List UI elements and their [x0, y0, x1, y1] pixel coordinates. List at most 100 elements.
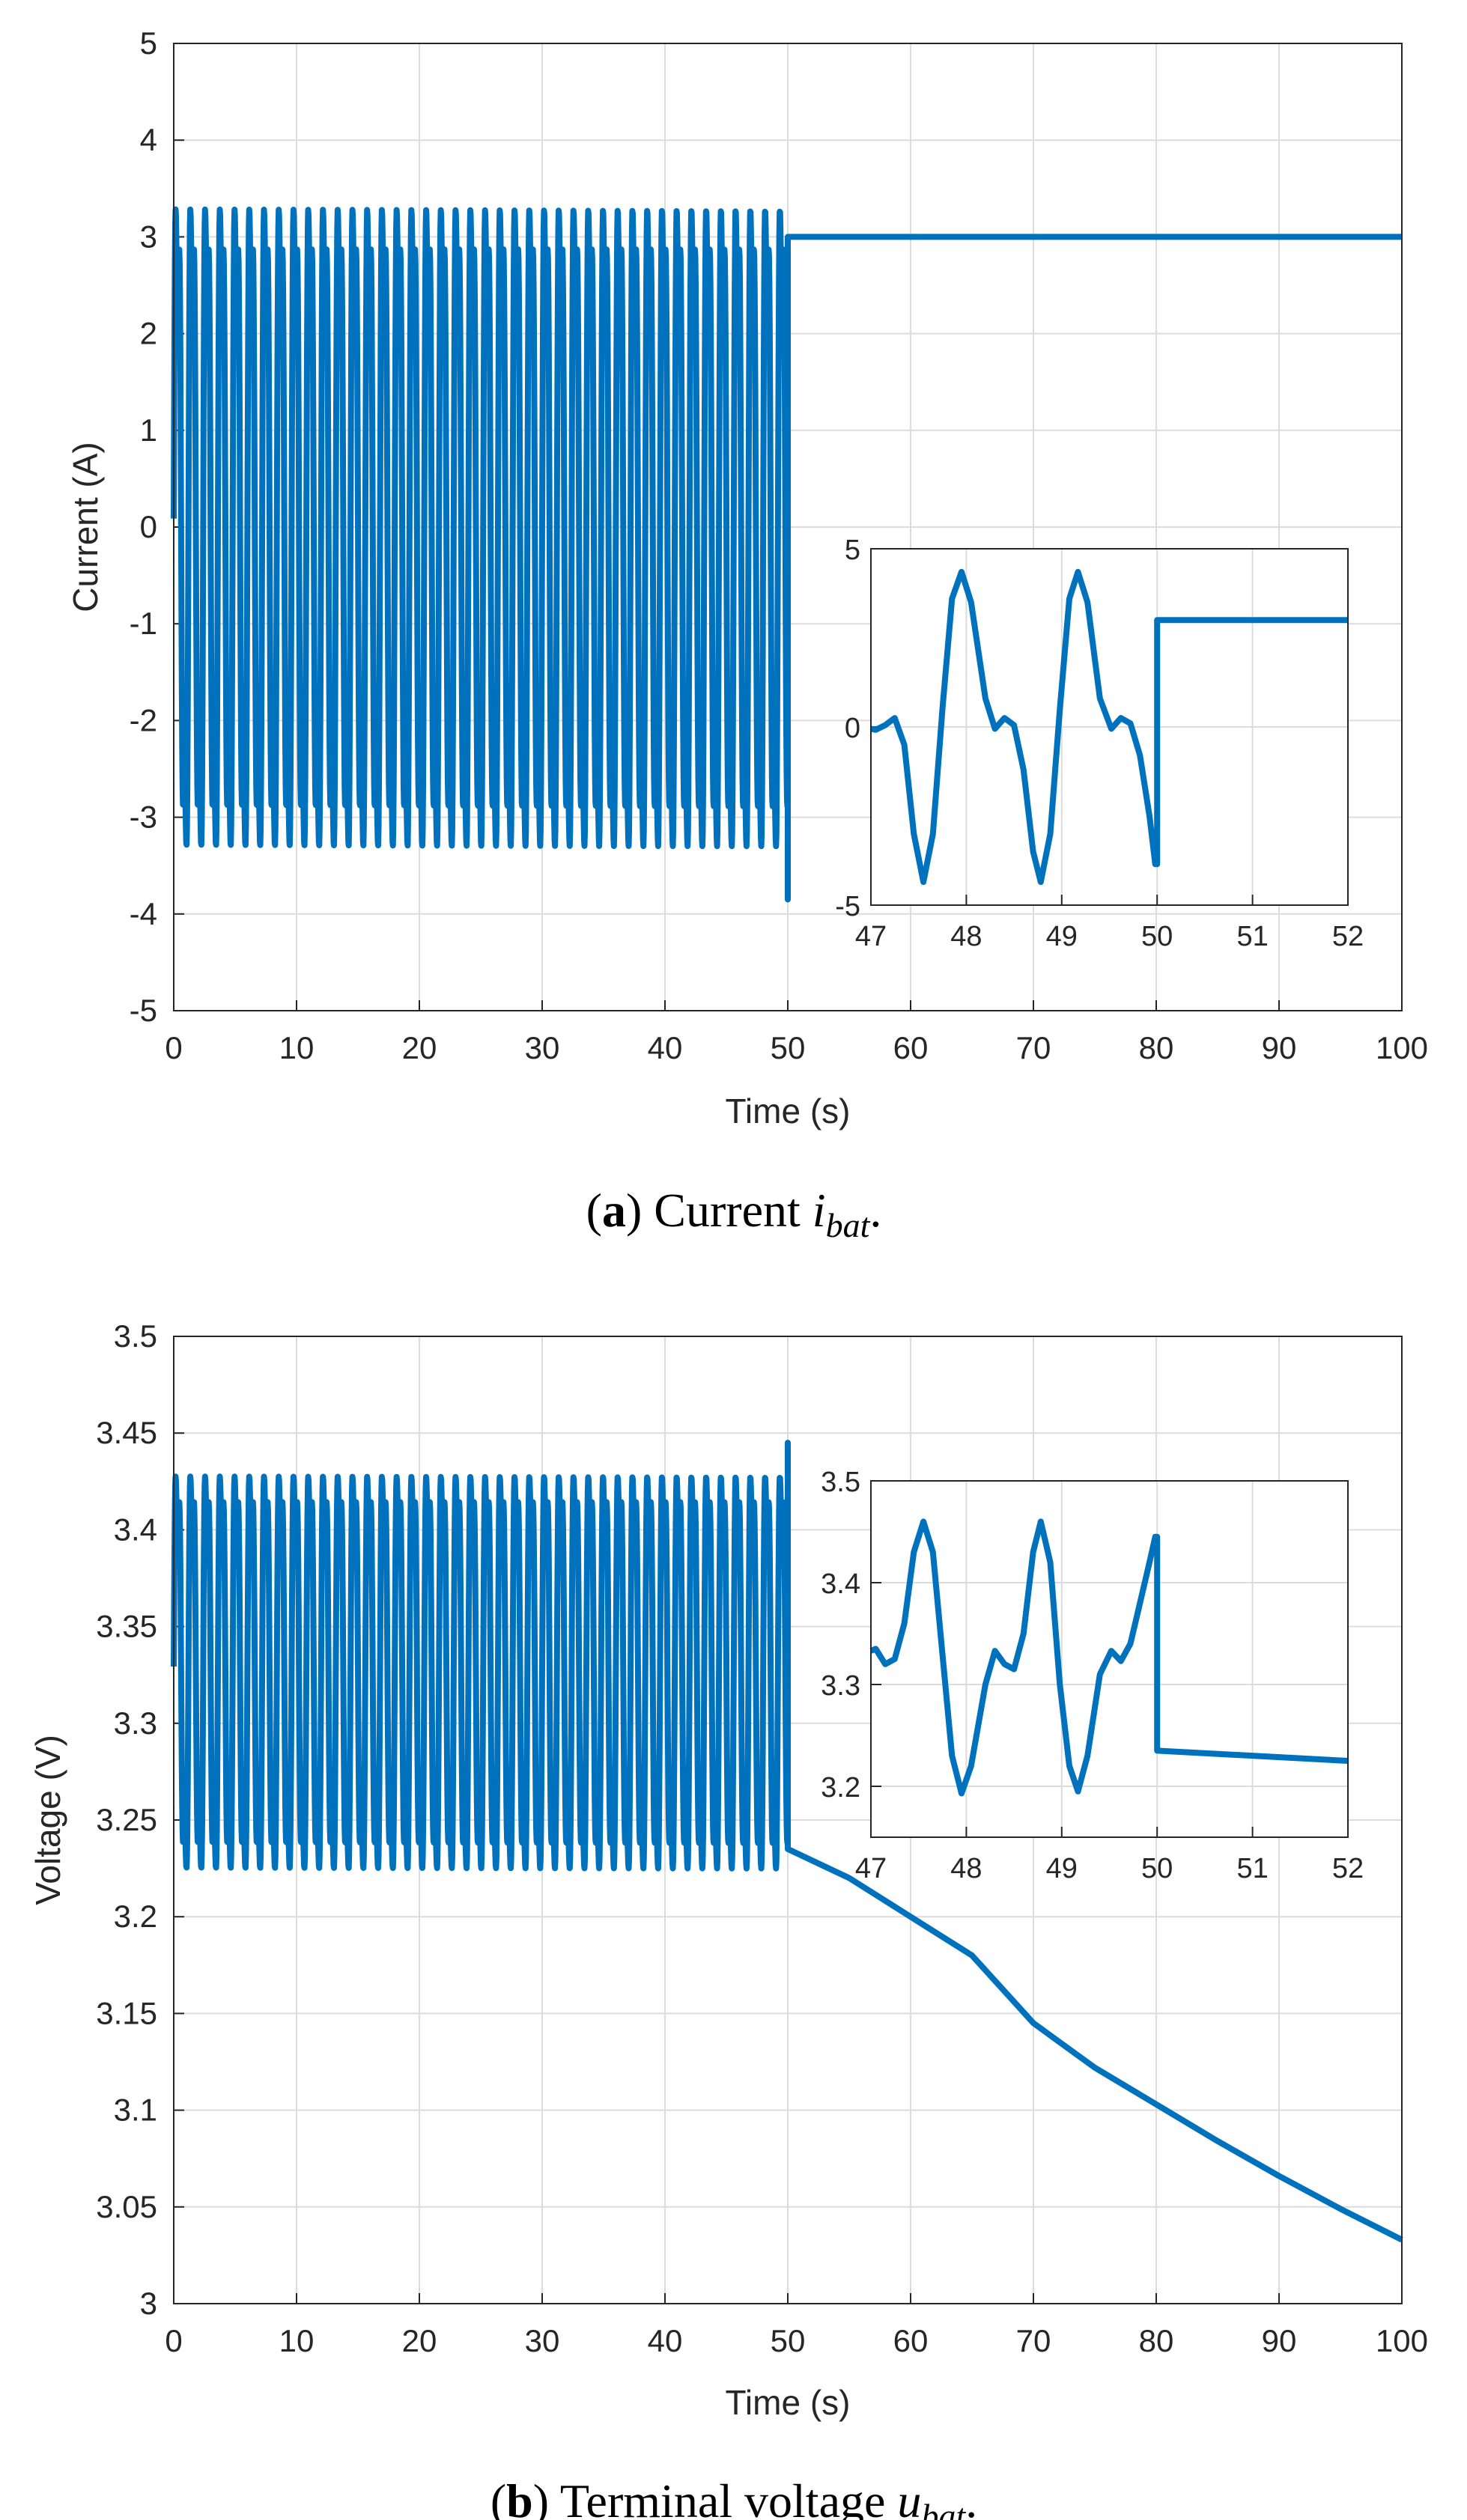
current-x-tick-label: 30 [525, 1030, 560, 1065]
current-x-tick-label: 80 [1139, 1030, 1174, 1065]
caption-subscript-b: bat [921, 2497, 966, 2520]
voltage-inset-x-tick-label: 51 [1236, 1853, 1268, 1884]
voltage-inset-axes-box [870, 1480, 1349, 1838]
current-y-tick-label: 0 [140, 509, 157, 544]
voltage-inset-x-tick-labels: 47 48 49 50 51 52 [855, 1853, 1364, 1884]
current-y-tick-label: -2 [130, 702, 157, 737]
current-inset-x-tick-labels: 47 48 49 50 51 52 [855, 921, 1364, 952]
voltage-inset-y-tick-label: 3.5 [821, 1467, 860, 1498]
voltage-x-tick-label: 60 [893, 2323, 929, 2358]
voltage-inset-y-tick-label: 3.4 [821, 1568, 860, 1600]
voltage-inset: 47 48 49 50 51 52 3.5 3.4 3.3 3.2 [821, 1467, 1364, 1884]
voltage-y-tick-label: 3.25 [96, 1802, 157, 1837]
current-inset-x-tick-label: 52 [1332, 921, 1364, 952]
voltage-inset-x-tick-label: 48 [950, 1853, 982, 1884]
voltage-series-line [171, 1440, 1403, 2243]
caption-symbol-a: i [813, 1184, 826, 1237]
current-chart: 0 10 20 30 40 50 60 70 80 90 100 543210-1-2-3-4-5 … [66, 25, 1428, 1244]
current-x-tick-label: 100 [1376, 1030, 1428, 1065]
voltage-inset-y-tick-labels: 3.5 3.4 3.3 3.2 [821, 1467, 860, 1804]
voltage-inset-x-tick-label: 47 [855, 1853, 887, 1884]
current-x-axis-label: Time (s) [726, 1092, 851, 1130]
current-series-line [171, 206, 1402, 903]
voltage-inset-x-tick-label: 50 [1141, 1853, 1173, 1884]
caption-label-b: b [506, 2474, 533, 2520]
voltage-caption: (b) Terminal voltage ubat. [490, 2474, 977, 2520]
voltage-axes-box [173, 1336, 1403, 2304]
caption-subscript-a: bat [826, 1206, 871, 1244]
current-x-tick-label: 90 [1262, 1030, 1297, 1065]
current-caption: (a) Current ibat. [586, 1184, 882, 1244]
current-inset-series-line [870, 568, 1348, 886]
voltage-inset-y-tick-label: 3.3 [821, 1670, 860, 1702]
voltage-y-tick-label: 3.5 [114, 1318, 157, 1354]
current-y-tick-label: 5 [140, 25, 157, 61]
voltage-y-tick-label: 3.3 [114, 1705, 157, 1741]
voltage-inset-series-line [869, 1518, 1349, 1797]
current-x-tick-label: 0 [165, 1030, 182, 1065]
voltage-x-tick-label: 0 [165, 2323, 182, 2358]
voltage-y-tick-label: 3.1 [114, 2093, 157, 2128]
caption-end-a: . [869, 1184, 881, 1237]
voltage-chart: 0 10 20 30 40 50 60 70 80 90 100 3.53.453.43.353.3… [28, 1318, 1428, 2520]
voltage-y-tick-label: 3.4 [114, 1512, 157, 1547]
voltage-inset-x-tick-label: 52 [1332, 1853, 1364, 1884]
current-x-tick-label: 20 [402, 1030, 437, 1065]
current-y-tick-label: -1 [130, 606, 157, 641]
current-inset-y-tick-label: 0 [845, 713, 860, 744]
voltage-y-tick-label: 3.15 [96, 1995, 157, 2030]
voltage-inset-x-tick-label: 49 [1046, 1853, 1078, 1884]
current-x-tick-labels: 0 10 20 30 40 50 60 70 80 90 100 [165, 1030, 1428, 1065]
current-inset-x-tick-label: 50 [1141, 921, 1173, 952]
current-x-tick-label: 40 [648, 1030, 683, 1065]
voltage-y-tick-label: 3.45 [96, 1415, 157, 1450]
voltage-y-tick-label: 3 [140, 2286, 157, 2321]
current-inset-x-tick-label: 49 [1046, 921, 1078, 952]
current-y-tick-labels: 5 4 3 2 1 0 -1 -2 -3 -4 -5 [130, 25, 157, 1028]
current-y-tick-label: 3 [140, 219, 157, 254]
voltage-x-tick-labels: 0 10 20 30 40 50 60 70 80 90 100 [165, 2323, 1428, 2358]
current-y-tick-label: 2 [140, 316, 157, 351]
voltage-inset-y-tick-label: 3.2 [821, 1772, 860, 1804]
current-inset-x-tick-label: 51 [1236, 921, 1268, 952]
current-inset-y-tick-label: 5 [845, 535, 860, 566]
current-y-tick-label: -3 [130, 800, 157, 835]
voltage-x-tick-label: 50 [771, 2323, 806, 2358]
voltage-y-tick-labels: 3.5 3.45 3.4 3.35 3.3 3.25 3.2 3.15 3.1 3.05 3 [96, 1318, 157, 2321]
voltage-x-tick-label: 40 [648, 2323, 683, 2358]
current-x-tick-label: 60 [893, 1030, 929, 1065]
voltage-x-tick-label: 90 [1262, 2323, 1297, 2358]
current-inset-axes-box [870, 548, 1349, 906]
current-x-tick-label: 70 [1016, 1030, 1051, 1065]
caption-label-a: a [602, 1184, 626, 1237]
voltage-x-tick-label: 30 [525, 2323, 560, 2358]
voltage-x-tick-label: 10 [279, 2323, 315, 2358]
current-inset-x-tick-label: 47 [855, 921, 887, 952]
current-axes-box [173, 43, 1403, 1011]
voltage-x-axis-label: Time (s) [726, 2383, 851, 2422]
current-inset-y-tick-label: -5 [835, 891, 860, 922]
voltage-x-tick-label: 100 [1376, 2323, 1428, 2358]
voltage-y-tick-label: 3.35 [96, 1609, 157, 1644]
current-inset-x-tick-label: 48 [950, 921, 982, 952]
caption-end-b: . [965, 2474, 977, 2520]
current-inset-y-tick-labels: 5 0 -5 [835, 535, 860, 922]
voltage-y-tick-label: 3.05 [96, 2189, 157, 2224]
voltage-x-tick-label: 20 [402, 2323, 437, 2358]
voltage-y-axis-label: Voltage (V) [28, 1735, 67, 1905]
caption-text-a: Current [654, 1184, 801, 1237]
current-y-tick-label: -4 [130, 896, 157, 931]
current-y-tick-label: 1 [140, 413, 157, 448]
current-y-axis-label: Current (A) [66, 442, 105, 612]
caption-text-b: Terminal voltage [560, 2474, 885, 2520]
voltage-x-tick-label: 70 [1016, 2323, 1051, 2358]
current-inset: 47 48 49 50 51 52 50-5 [835, 535, 1364, 952]
voltage-x-tick-label: 80 [1139, 2323, 1174, 2358]
current-x-tick-label: 50 [771, 1030, 806, 1065]
voltage-y-tick-label: 3.2 [114, 1899, 157, 1934]
current-y-tick-label: 4 [140, 122, 157, 157]
caption-symbol-b: u [897, 2474, 921, 2520]
current-x-tick-label: 10 [279, 1030, 315, 1065]
current-y-tick-label: -5 [130, 993, 157, 1028]
